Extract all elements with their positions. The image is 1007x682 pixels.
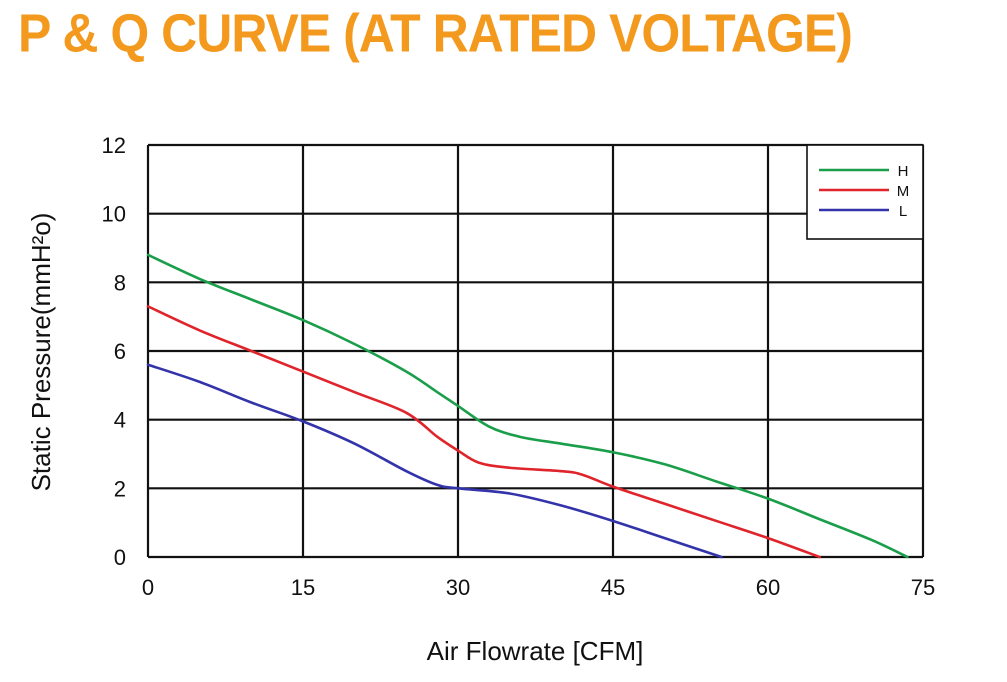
legend-label: L (899, 203, 907, 220)
y-tick-label: 10 (102, 202, 126, 227)
x-tick-label: 75 (911, 575, 935, 600)
legend-label: H (898, 163, 909, 180)
legend-label: M (897, 183, 910, 200)
x-tick-label: 15 (291, 575, 315, 600)
series-line-h (146, 253, 909, 559)
y-axis-label: Static Pressure(mmH²o) (26, 213, 56, 492)
y-tick-label: 2 (114, 476, 126, 501)
tick-labels: 0 2 4 6 8 10 12 0 15 30 45 60 75 (102, 133, 936, 600)
y-tick-label: 4 (114, 408, 126, 433)
x-tick-label: 60 (756, 575, 780, 600)
chart-title: P & Q CURVE (AT RATED VOLTAGE) (18, 3, 853, 64)
y-tick-label: 8 (114, 270, 126, 295)
x-tick-label: 45 (601, 575, 625, 600)
series-lines (146, 253, 909, 559)
legend: HML (806, 144, 924, 240)
series-line-m (146, 305, 821, 559)
legend-box (806, 144, 924, 240)
x-tick-label: 0 (142, 575, 154, 600)
series-line-l (146, 363, 723, 559)
y-tick-label: 6 (114, 339, 126, 364)
y-tick-label: 0 (114, 545, 126, 570)
x-axis-label: Air Flowrate [CFM] (427, 636, 644, 666)
x-tick-label: 30 (446, 575, 470, 600)
y-tick-label: 12 (102, 133, 126, 158)
